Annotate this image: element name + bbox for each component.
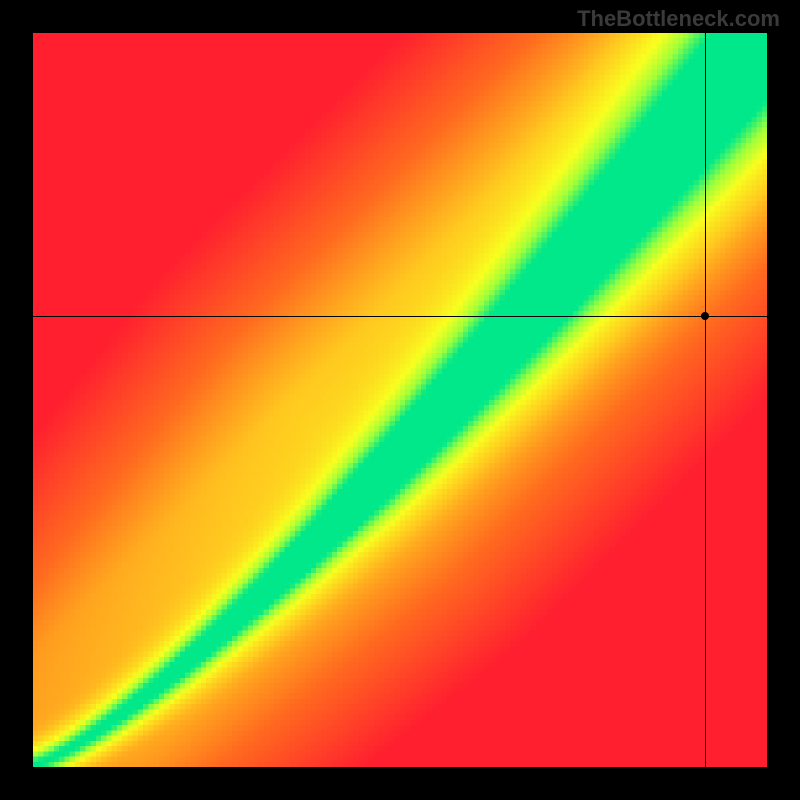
crosshair-horizontal <box>33 316 767 317</box>
bottleneck-heatmap <box>33 33 767 767</box>
heatmap-canvas <box>33 33 767 767</box>
crosshair-vertical <box>705 33 706 767</box>
selection-marker <box>701 312 709 320</box>
watermark-text: TheBottleneck.com <box>577 6 780 32</box>
